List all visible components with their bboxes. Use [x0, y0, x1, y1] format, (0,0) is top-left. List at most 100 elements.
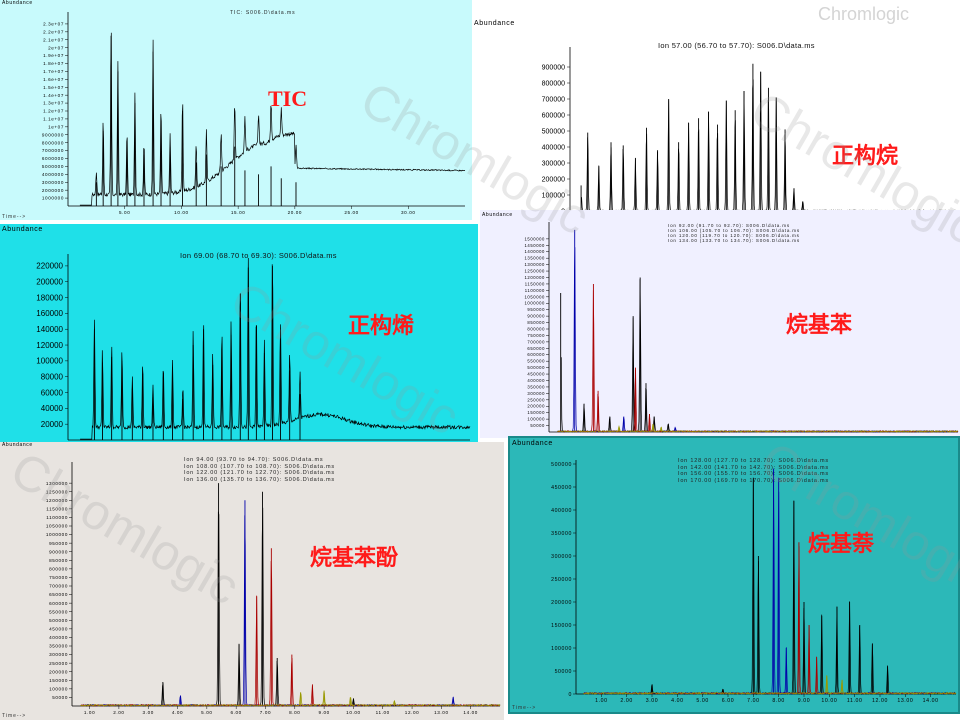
x-tick-label: 5.00 [119, 210, 130, 215]
plot-background [0, 0, 472, 220]
x-tick-label: 7.00 [747, 698, 760, 704]
y-tick-label: 300000 [527, 391, 545, 396]
chart-svg-alkylphenol: 1300000 1250000 1200000 1150000 1100000 10500… [0, 442, 504, 720]
legend-entry: Ion 136.00 (135.70 to 136.70): S006.D\da… [184, 476, 335, 483]
y-tick-label: 450000 [551, 485, 572, 491]
y-tick-label: 2.3e+07 [43, 22, 64, 27]
y-tick-label: 100000 [551, 646, 572, 652]
y-tick-label: 2000000 [42, 188, 64, 193]
plot-background [472, 18, 960, 218]
overlay-label: 正构烯 [348, 314, 415, 339]
y-tick-label: 100000 [49, 686, 68, 691]
series-trace [80, 257, 471, 440]
chart-svg-alkylnaphthalene: 5000004500004000003500003000002500002000… [510, 438, 958, 712]
y-tick-label: 400000 [542, 144, 565, 151]
chart-panel-alkylphenol: 1300000 1250000 1200000 1150000 1100000 10500… [0, 442, 504, 720]
x-tick-label: 5.00 [201, 710, 212, 715]
y-tick-label: 1000000 [524, 301, 545, 306]
plot-background [0, 442, 504, 720]
y-tick-label: 1.4e+07 [43, 93, 64, 98]
y-axis-label: Abundance [474, 20, 515, 27]
y-tick-label: 700000 [542, 96, 565, 103]
y-tick-label: 800000 [527, 326, 545, 331]
chart-panel-alkylnaphthalene: 500000 450000 400000 350000 300000 250000 2000… [508, 436, 960, 714]
x-tick-label: 5.00 [696, 698, 709, 704]
y-tick-label: 100000 [36, 357, 63, 366]
y-tick-label: 950000 [49, 541, 68, 546]
chart-svg-alkane: 900000 800000 700000 600000 500000 400000 3000… [472, 18, 960, 218]
x-tick-label: 14.00 [463, 710, 478, 715]
x-tick-label: 14.00 [923, 698, 939, 704]
y-tick-label: 250000 [49, 661, 68, 666]
y-tick-label: 150000 [527, 410, 545, 415]
legend-entry: Ion 108.00 (107.70 to 108.70): S006.D\da… [184, 463, 335, 470]
x-tick-label: 15.00 [231, 210, 246, 215]
overlay-label: 烷基苯 [786, 313, 853, 338]
y-tick-label: 50000 [52, 695, 68, 700]
x-tick-label: 7.00 [260, 710, 271, 715]
series-trace [583, 675, 957, 695]
y-tick-label: 1200000 [46, 498, 68, 503]
y-tick-label: 9000000 [42, 132, 64, 137]
y-tick-label: 250000 [527, 397, 545, 402]
chart-panel-tic: 2.3e+07 2.2e+07 2.1e+07 2e+07 1.9e+07 1.8e+07… [0, 0, 472, 220]
x-tick-label: 30.00 [401, 210, 416, 215]
y-tick-label: 500000 [527, 365, 545, 370]
x-tick-label: 13.00 [897, 698, 913, 704]
y-tick-label: 3000000 [42, 180, 64, 185]
y-axis-label: Abundance [2, 0, 33, 6]
y-tick-label: 1100000 [46, 515, 68, 520]
legend-entry: Ion 122.00 (121.70 to 122.70): S006.D\da… [184, 470, 335, 477]
overlay-label: 正构烷 [832, 144, 899, 169]
y-tick-label: 900000 [542, 64, 565, 71]
y-tick-label: 40000 [41, 404, 64, 413]
y-tick-label: 150000 [49, 678, 68, 683]
y-tick-label: 650000 [49, 592, 68, 597]
y-tick-label: 60000 [41, 388, 64, 397]
y-tick-label: 100000 [527, 417, 545, 422]
series-trace [80, 691, 501, 707]
y-tick-label: 500000 [551, 462, 572, 468]
y-tick-label: 20000 [41, 420, 64, 429]
x-tick-label: 12.00 [872, 698, 888, 704]
y-tick-label: 800000 [542, 80, 565, 87]
y-tick-label: 850000 [527, 320, 545, 325]
x-tick-label: 25.00 [344, 210, 359, 215]
y-tick-label: 1.8e+07 [43, 61, 64, 66]
y-tick-label: 7000000 [42, 148, 64, 153]
legend-entry: Ion 120.00 (119.70 to 120.70): S006.D\da… [668, 233, 800, 238]
y-tick-label: 1500000 [524, 236, 545, 241]
y-tick-label: 0 [569, 692, 573, 698]
y-tick-label: 600000 [49, 601, 68, 606]
x-tick-label: 2.00 [113, 710, 124, 715]
y-tick-label: 1050000 [46, 524, 68, 529]
y-tick-label: 4000000 [42, 172, 64, 177]
y-tick-label: 1250000 [524, 269, 545, 274]
y-tick-label: 400000 [49, 635, 68, 640]
chart-title: Ion 57.00 (56.70 to 57.70): S006.D\data.… [658, 41, 815, 50]
legend-entry: Ion 156.00 (155.70 to 156.70): S006.D\da… [678, 471, 829, 478]
y-tick-label: 1150000 [525, 281, 545, 286]
plot-background [510, 438, 958, 712]
legend-entry: Ion 170.00 (169.70 to 170.70): S006.D\da… [678, 477, 829, 484]
y-tick-label: 600000 [527, 352, 545, 357]
y-tick-label: 1450000 [524, 243, 545, 248]
y-tick-label: 650000 [527, 346, 545, 351]
y-tick-label: 200000 [527, 404, 545, 409]
y-tick-label: 1.6e+07 [43, 77, 64, 82]
y-tick-label: 1.7e+07 [43, 69, 64, 74]
y-tick-label: 600000 [542, 112, 565, 119]
y-tick-label: 450000 [49, 626, 68, 631]
y-tick-label: 350000 [551, 531, 572, 537]
x-tick-label: 13.00 [434, 710, 449, 715]
y-tick-label: 850000 [49, 558, 68, 563]
legend: Ion 94.00 (93.70 to 94.70): S006.D\data.… [184, 457, 335, 483]
x-tick-label: 3.00 [646, 698, 659, 704]
series-trace [79, 32, 466, 206]
chart-title: TIC: S006.D\data.ms [230, 10, 296, 16]
x-tick-label: 6.00 [722, 698, 735, 704]
y-axis-label: Abundance [2, 442, 33, 448]
x-tick-label: 12.00 [405, 710, 420, 715]
y-tick-label: 1300000 [46, 481, 68, 486]
y-tick-label: 1000000 [46, 532, 68, 537]
